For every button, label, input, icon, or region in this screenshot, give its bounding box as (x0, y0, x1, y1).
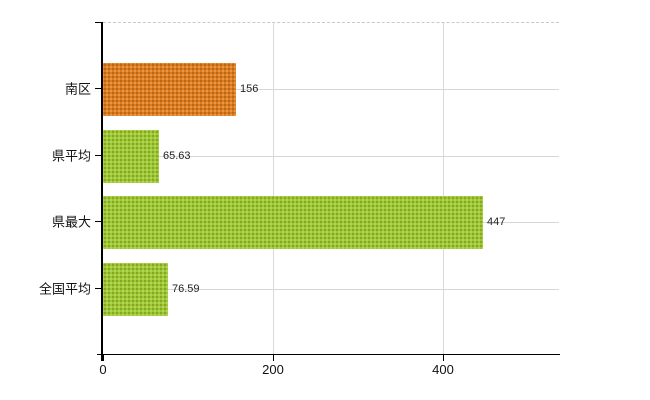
gridline-horizontal (103, 156, 559, 157)
x-tick-label: 200 (262, 362, 284, 377)
y-axis-line (101, 22, 103, 361)
bar-value-label: 65.63 (163, 150, 191, 162)
bar (103, 196, 483, 249)
bar (103, 130, 159, 183)
y-axis-tick (95, 221, 102, 222)
category-label: 県平均 (51, 148, 91, 164)
y-axis-tick (95, 288, 102, 289)
x-axis-tick (443, 354, 444, 361)
plot-area: 156 65.63 447 76.59 (103, 22, 559, 355)
x-tick-label: 400 (432, 362, 454, 377)
y-axis-tick (95, 155, 102, 156)
gridline-vertical (273, 23, 274, 355)
bar-value-label: 447 (487, 216, 506, 228)
y-axis-tick (95, 22, 102, 23)
category-label: 南区 (64, 81, 91, 97)
bar-value-label: 156 (240, 83, 259, 95)
category-label: 全国平均 (38, 281, 91, 297)
x-tick-label: 0 (99, 362, 107, 377)
x-axis-tick (273, 354, 274, 361)
x-axis-line (97, 354, 560, 355)
gridline-horizontal (103, 89, 559, 90)
gridline-vertical (443, 23, 444, 355)
bar (103, 63, 236, 116)
x-axis-tick (103, 354, 104, 361)
category-label: 県最大 (51, 214, 91, 230)
y-axis-tick (95, 88, 102, 89)
gridline-horizontal (103, 289, 559, 290)
bar (103, 263, 168, 316)
bar-value-label: 76.59 (172, 283, 200, 295)
